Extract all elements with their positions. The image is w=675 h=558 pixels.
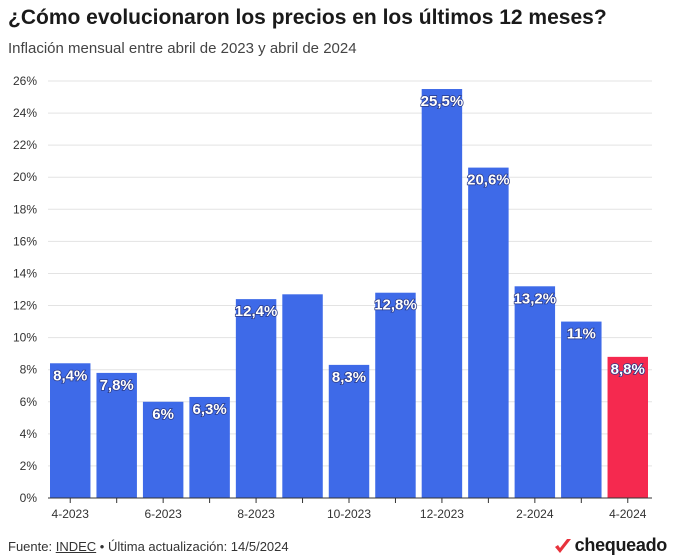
bar [514, 286, 556, 498]
chequeado-check-icon [554, 538, 571, 553]
data-label: 25,5% [421, 93, 464, 110]
data-label: 8,8% [611, 361, 645, 378]
data-label: 12,8% [374, 297, 417, 314]
y-tick-label: 18% [13, 202, 37, 216]
bar [421, 89, 463, 499]
y-tick-label: 8% [20, 363, 38, 377]
y-tick-label: 24% [13, 106, 37, 120]
x-tick-label: 4-2024 [609, 507, 647, 521]
bar [328, 364, 370, 498]
y-tick-label: 2% [20, 459, 38, 473]
x-tick-label: 6-2023 [144, 507, 182, 521]
bar [142, 401, 184, 498]
y-tick-label: 12% [13, 299, 37, 313]
bar [50, 363, 91, 498]
y-tick-label: 14% [13, 266, 37, 280]
y-tick-label: 6% [20, 395, 38, 409]
source-link[interactable]: INDEC [55, 539, 97, 554]
y-tick-label: 26% [13, 74, 37, 88]
y-tick-label: 16% [13, 234, 37, 248]
source-prefix: Fuente: [8, 539, 53, 554]
bar [468, 167, 509, 498]
data-label: 6,3% [193, 401, 227, 418]
data-label: 7,8% [100, 377, 134, 394]
bar [607, 356, 648, 498]
data-label: 11% [567, 326, 596, 343]
logo-text: chequeado [574, 535, 668, 555]
bar [282, 294, 323, 498]
chart-title: ¿Cómo evolucionaron los precios en los ú… [8, 6, 607, 29]
bars [50, 89, 648, 499]
chequeado-logo: chequeado [553, 535, 667, 556]
x-tick-label: 2-2024 [516, 507, 554, 521]
chart-subtitle: Inflación mensual entre abril de 2023 y … [8, 40, 357, 57]
data-label: 6% [152, 406, 174, 423]
y-tick-label: 10% [13, 331, 37, 345]
y-tick-label: 0% [20, 491, 38, 505]
x-tick-label: 12-2023 [420, 507, 464, 521]
axes: 0% 2% 4% 6% 8% 10% 12% 14% 16% 18% 20% 22% 24% 26% 4-2… [13, 74, 652, 521]
bar-chart: 8,4% 7,8% 6% 6,3% 12,4% 8,3% 12,8% 25,5% 20,6% 13… [13, 74, 652, 521]
bar [235, 299, 277, 498]
data-label: 12,4% [235, 303, 278, 320]
x-tick-label: 4-2023 [52, 507, 90, 521]
y-tick-label: 20% [13, 170, 37, 184]
data-label: 8,3% [332, 369, 366, 386]
y-tick-label: 4% [20, 427, 38, 441]
bar [561, 321, 602, 498]
data-label: 13,2% [514, 290, 557, 307]
footer: Fuente: INDEC • Última actualización: 14… [8, 539, 289, 554]
y-tick-label: 22% [13, 138, 37, 152]
data-label: 20,6% [467, 172, 510, 189]
bar [375, 292, 416, 498]
x-tick-label: 10-2023 [327, 507, 371, 521]
bar [96, 372, 137, 498]
data-label: 8,4% [53, 367, 87, 384]
update-text: • Última actualización: 14/5/2024 [99, 539, 289, 554]
bar [189, 396, 230, 498]
data-labels: 8,4% 7,8% 6% 6,3% 12,4% 8,3% 12,8% 25,5% 20,6% 13… [52, 92, 645, 423]
x-tick-label: 8-2023 [237, 507, 275, 521]
